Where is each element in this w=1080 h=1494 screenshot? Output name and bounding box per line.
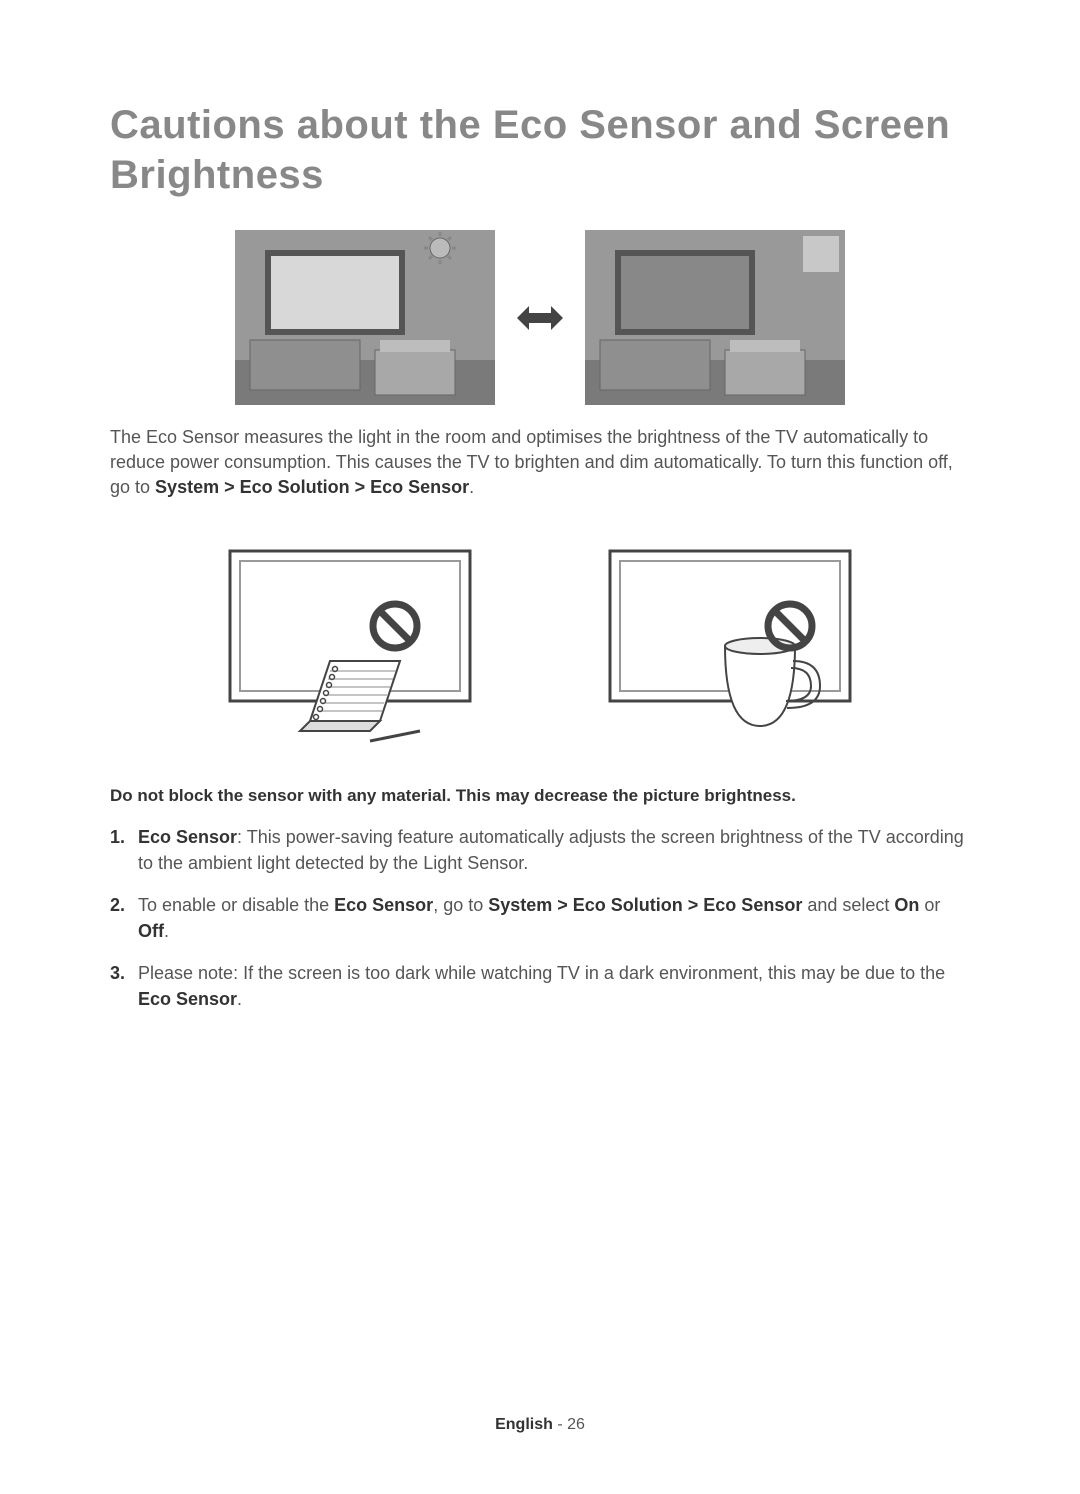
step3-end: . (237, 989, 242, 1009)
step2-off: Off (138, 921, 164, 941)
room-illustration-row (110, 230, 970, 405)
step3-pre: Please note: If the screen is too dark w… (138, 963, 945, 983)
tv-notebook-illustration (220, 541, 480, 751)
steps-list: Eco Sensor: This power-saving feature au… (110, 824, 970, 1013)
step2-goto: , go to (433, 895, 488, 915)
step2-path: System > Eco Solution > Eco Sensor (488, 895, 802, 915)
step2-or: or (919, 895, 940, 915)
step2-sel: and select (802, 895, 894, 915)
bidirectional-arrow-icon (515, 298, 565, 338)
warning-text: Do not block the sensor with any materia… (110, 786, 970, 806)
footer-language: English (495, 1416, 553, 1433)
step1-text: : This power-saving feature automaticall… (138, 827, 964, 873)
page-title: Cautions about the Eco Sensor and Screen… (110, 100, 970, 200)
block-sensor-illustration-row: c (110, 541, 970, 751)
room-dim-illustration (585, 230, 845, 405)
step-2: To enable or disable the Eco Sensor, go … (110, 892, 970, 944)
intro-paragraph: The Eco Sensor measures the light in the… (110, 425, 970, 501)
room-bright-illustration (235, 230, 495, 405)
intro-suffix: . (469, 477, 474, 497)
step-1: Eco Sensor: This power-saving feature au… (110, 824, 970, 876)
step1-lead: Eco Sensor (138, 827, 237, 847)
step2-pre: To enable or disable the (138, 895, 334, 915)
step2-eco: Eco Sensor (334, 895, 433, 915)
tv-mug-illustration: c (600, 541, 860, 751)
step3-eco: Eco Sensor (138, 989, 237, 1009)
step2-end: . (164, 921, 169, 941)
step-3: Please note: If the screen is too dark w… (110, 960, 970, 1012)
page-footer: English - 26 (0, 1416, 1080, 1434)
menu-path: System > Eco Solution > Eco Sensor (155, 477, 469, 497)
step2-on: On (894, 895, 919, 915)
footer-page-number: - 26 (553, 1416, 585, 1433)
